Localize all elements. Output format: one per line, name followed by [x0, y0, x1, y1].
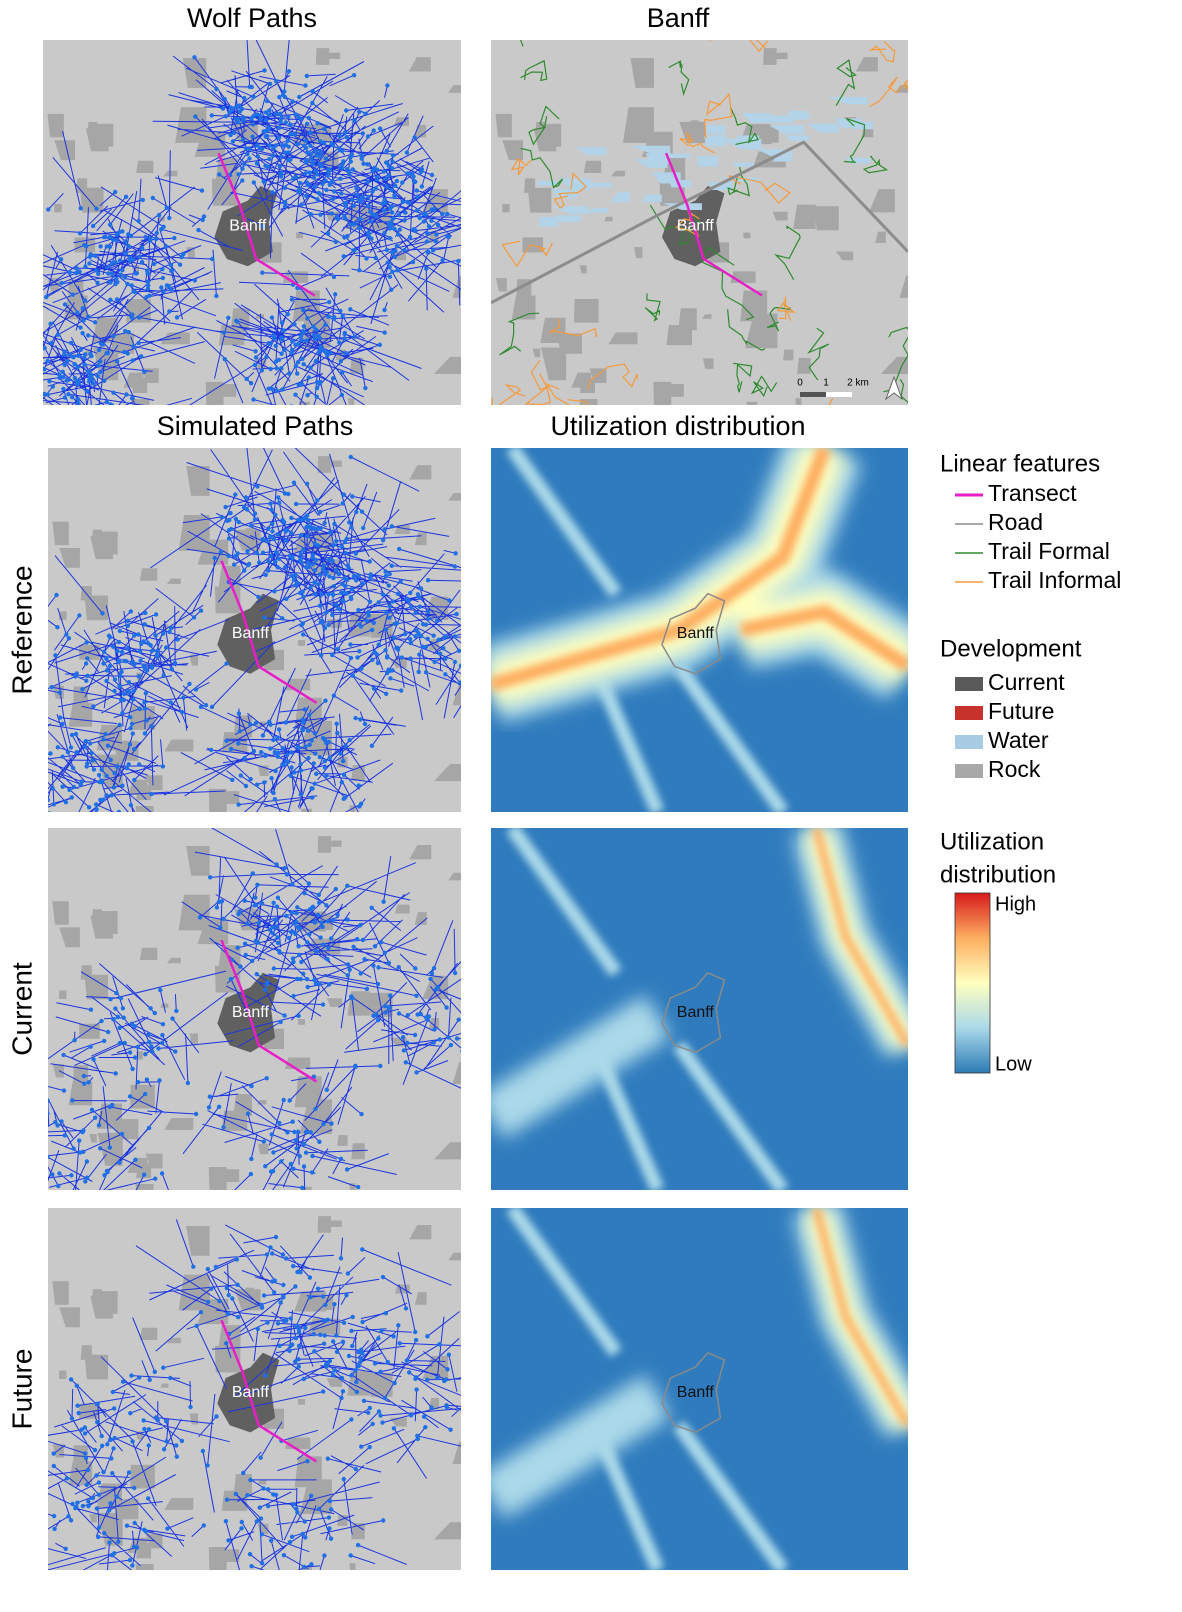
row-label: Current	[6, 962, 37, 1056]
map-panel: Banff	[0, 14, 543, 476]
legend-swatch	[955, 735, 983, 749]
scale-label: 0	[797, 378, 803, 389]
place-label: Banff	[232, 1004, 270, 1021]
scale-bar	[826, 392, 852, 397]
map-panel: Banff	[0, 1208, 517, 1612]
map-panel: Banff	[491, 1208, 908, 1570]
map-panels: Banff 0 1 2 km Banff Banff Banff Banff Banff Banf…	[0, 0, 932, 1612]
legend-label: Transect	[988, 480, 1077, 506]
legend-label: Rock	[988, 756, 1041, 782]
map-panel: Banff	[0, 826, 539, 1245]
column-title: Banff	[647, 3, 710, 33]
legend-title: Development	[940, 635, 1082, 662]
column-title: Utilization distribution	[550, 411, 805, 441]
legend-label: Trail Formal	[988, 538, 1110, 564]
colorbar-label: High	[995, 893, 1036, 915]
legend-title: Utilization	[940, 828, 1044, 855]
place-label: Banff	[229, 217, 267, 234]
legend-label: Water	[988, 727, 1049, 753]
legend: Linear features Transect Road Trail Formal T…	[940, 450, 1121, 1075]
map-panel: Banff	[491, 448, 908, 812]
row-label: Reference	[6, 565, 37, 694]
legend-title: distribution	[940, 861, 1056, 888]
place-label: Banff	[677, 1384, 715, 1401]
place-label: Banff	[232, 1384, 270, 1401]
place-label: Banff	[677, 625, 715, 642]
scale-bar	[800, 392, 826, 397]
scale-label: 2 km	[847, 378, 869, 389]
legend-title: Linear features	[940, 450, 1100, 477]
column-title: Wolf Paths	[187, 3, 317, 33]
legend-label: Road	[988, 509, 1043, 535]
map-panel: Banff	[0, 440, 517, 866]
place-label: Banff	[677, 217, 715, 234]
place-label: Banff	[677, 1004, 715, 1021]
legend-label: Current	[988, 669, 1065, 695]
row-label: Future	[6, 1349, 37, 1430]
legend-swatch	[955, 764, 983, 778]
scale-label: 1	[823, 378, 829, 389]
legend-label: Trail Informal	[988, 567, 1121, 593]
map-panel: 0 1 2 km Banff	[491, 0, 932, 441]
legend-label: Future	[988, 698, 1054, 724]
column-title: Simulated Paths	[157, 411, 354, 441]
legend-swatch	[955, 706, 983, 720]
legend-swatch	[955, 677, 983, 691]
place-label: Banff	[232, 625, 270, 642]
colorbar	[955, 893, 990, 1073]
colorbar-label: Low	[995, 1053, 1032, 1075]
figure: Wolf Paths Banff Simulated Paths Utiliza…	[0, 0, 1182, 1612]
map-panel: Banff	[491, 828, 908, 1190]
